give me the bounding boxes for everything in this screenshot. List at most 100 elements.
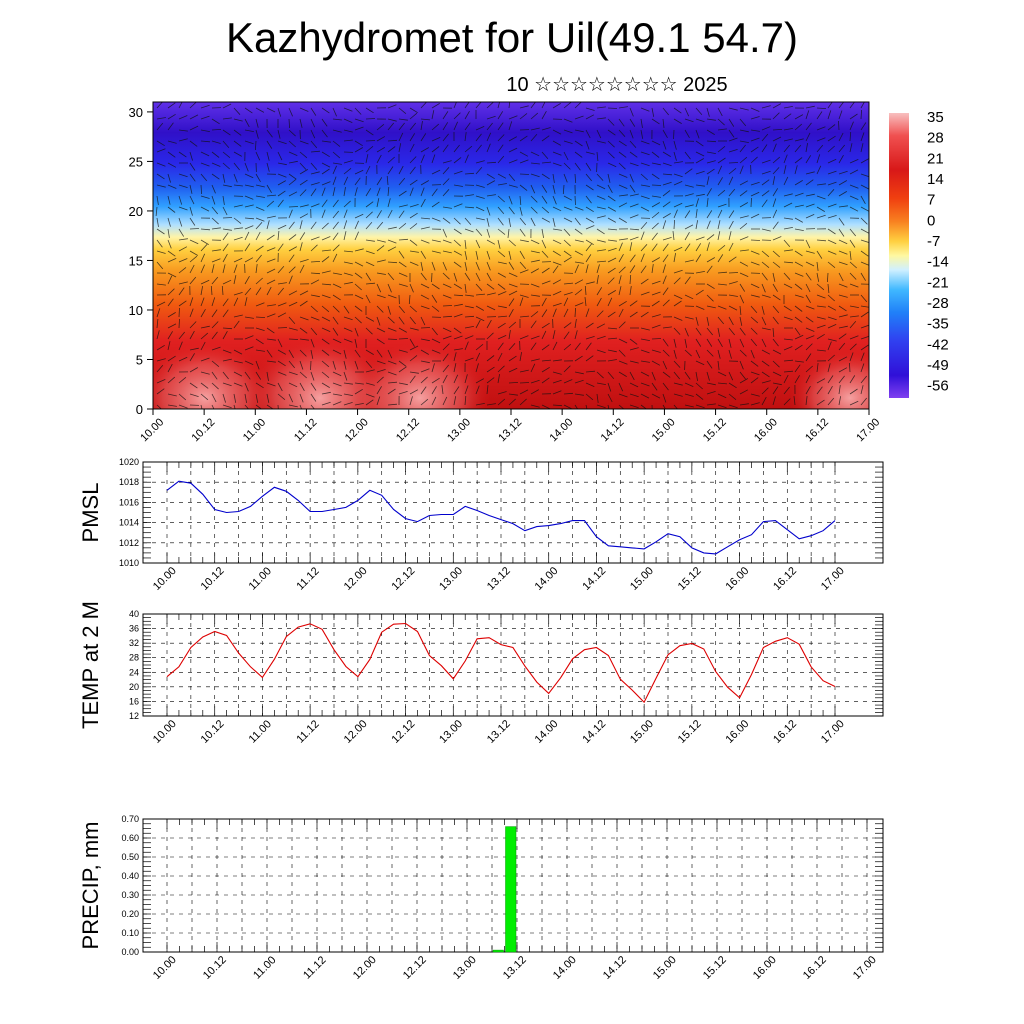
wind-barb	[530, 404, 540, 408]
wind-barb	[277, 140, 287, 145]
wind-barb	[541, 206, 550, 214]
wind-barb	[255, 245, 264, 252]
wind-barb	[398, 305, 406, 314]
wind-barb	[772, 294, 781, 301]
wind-barb	[772, 176, 776, 186]
wind-barb	[255, 195, 265, 198]
wind-barb	[497, 155, 505, 164]
wind-barb	[486, 102, 494, 109]
wind-barb	[310, 349, 314, 359]
wind-barb	[761, 179, 770, 186]
wind-barb	[222, 327, 233, 330]
wind-barb	[750, 294, 760, 298]
x-tick-label: 16.00	[751, 954, 779, 982]
wind-barb	[189, 228, 200, 230]
wind-barb	[189, 125, 199, 131]
wind-barb	[442, 305, 453, 307]
colorbar-label: -49	[927, 357, 949, 374]
x-tick-label: 14.12	[580, 565, 608, 593]
wind-barb	[651, 382, 658, 391]
wind-barb	[640, 338, 650, 341]
wind-barb	[497, 206, 505, 215]
wind-barb	[585, 107, 595, 111]
wind-barb	[563, 297, 569, 307]
wind-barb	[178, 393, 187, 401]
wind-barb	[519, 113, 528, 120]
wind-barb	[354, 147, 363, 153]
wind-barb	[508, 159, 518, 164]
wind-barb	[486, 206, 491, 216]
wind-barb	[684, 224, 694, 230]
wind-barb	[584, 285, 587, 296]
wind-barb	[728, 210, 735, 219]
wind-barb	[200, 404, 203, 409]
wind-barb	[387, 226, 397, 230]
wind-barb	[508, 290, 518, 296]
wind-barb	[849, 239, 856, 248]
wind-barb	[442, 228, 447, 238]
wind-barb	[420, 327, 431, 329]
wind-barb	[739, 249, 749, 252]
wind-barb	[431, 338, 441, 344]
wind-barb	[629, 162, 639, 167]
wind-barb	[629, 347, 639, 351]
wind-barb	[343, 305, 350, 314]
wind-barb	[793, 396, 796, 406]
wind-barb	[497, 134, 505, 142]
wind-barb	[354, 213, 364, 219]
wind-barb	[706, 265, 713, 274]
wind-barb	[574, 162, 581, 171]
wind-barb	[761, 144, 768, 153]
wind-barb	[288, 382, 298, 388]
wind-barb	[420, 133, 427, 142]
wind-barb	[563, 343, 572, 351]
wind-barb	[651, 257, 660, 263]
wind-barb	[387, 104, 397, 109]
wind-barb	[541, 184, 548, 193]
wind-barb	[596, 264, 600, 274]
wind-barb	[486, 194, 496, 197]
wind-barb	[684, 349, 692, 357]
wind-barb	[695, 338, 702, 347]
wind-barb	[453, 261, 462, 268]
wind-barb	[178, 300, 187, 307]
wind-barb	[684, 210, 691, 219]
wind-barb	[530, 389, 539, 395]
wind-barb	[387, 283, 392, 293]
wind-barb	[497, 111, 504, 120]
wind-barb	[596, 349, 606, 354]
wind-barb	[596, 117, 606, 120]
wind-barb	[233, 292, 243, 296]
wind-barb	[354, 248, 364, 252]
wind-barb	[838, 120, 840, 131]
wind-barb	[167, 323, 177, 329]
wind-barb	[277, 338, 283, 348]
wind-barb	[684, 193, 694, 197]
wind-barb	[200, 140, 211, 143]
wind-barb	[233, 118, 243, 122]
wind-barb	[167, 151, 176, 158]
wind-barb	[409, 212, 418, 219]
wind-barb	[332, 232, 339, 241]
wind-barb	[607, 107, 618, 109]
wind-barb	[684, 393, 694, 397]
wind-barb	[607, 257, 617, 263]
wind-barb	[750, 239, 761, 241]
wind-barb	[651, 151, 660, 158]
wind-barb	[453, 228, 462, 235]
wind-barb	[178, 376, 187, 384]
wind-barb	[695, 151, 705, 157]
wind-barb	[750, 316, 759, 324]
wind-barb	[607, 173, 611, 183]
wind-barb	[497, 305, 507, 309]
wind-barb	[343, 382, 353, 385]
wind-barb	[497, 228, 506, 235]
wind-barb	[409, 327, 419, 331]
wind-barb	[420, 154, 425, 164]
wind-barb	[266, 162, 270, 172]
wind-barb	[409, 355, 418, 362]
wind-barb	[508, 321, 517, 329]
wind-barb	[255, 264, 258, 274]
wind-barb	[552, 140, 561, 146]
